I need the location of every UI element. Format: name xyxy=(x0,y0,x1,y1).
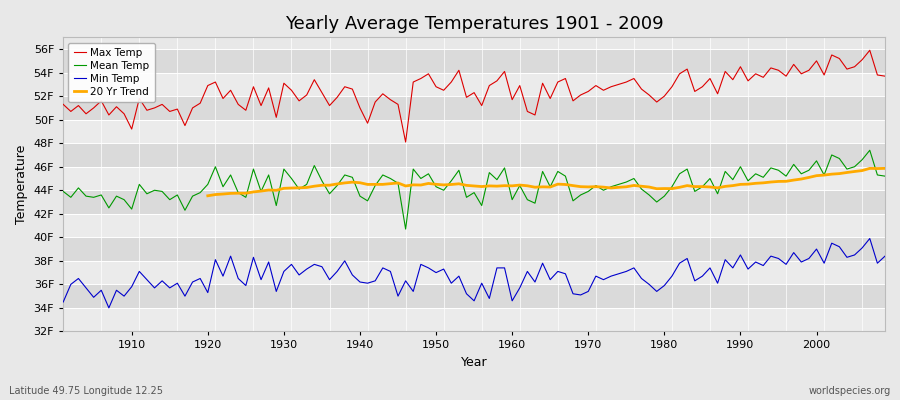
Max Temp xyxy=(119,111,130,116)
Mean Temp xyxy=(879,174,890,178)
Line: Mean Temp: Mean Temp xyxy=(63,150,885,229)
Mean Temp xyxy=(515,183,526,188)
Bar xyxy=(63,261,885,284)
Mean Temp xyxy=(606,184,616,189)
Min Temp xyxy=(879,254,890,258)
Mean Temp xyxy=(400,227,411,232)
Mean Temp xyxy=(58,189,68,194)
Title: Yearly Average Temperatures 1901 - 2009: Yearly Average Temperatures 1901 - 2009 xyxy=(284,15,663,33)
Bar xyxy=(63,214,885,237)
20 Yr Trend xyxy=(202,193,213,198)
Min Temp xyxy=(339,258,350,263)
Text: worldspecies.org: worldspecies.org xyxy=(809,386,891,396)
Bar xyxy=(63,190,885,214)
Min Temp xyxy=(104,306,114,310)
20 Yr Trend xyxy=(766,180,777,184)
Min Temp xyxy=(864,236,875,241)
Line: Max Temp: Max Temp xyxy=(63,50,885,142)
Bar xyxy=(63,308,885,332)
20 Yr Trend xyxy=(864,166,875,171)
Min Temp xyxy=(293,272,304,277)
Max Temp xyxy=(332,95,343,100)
20 Yr Trend xyxy=(408,182,418,187)
Max Temp xyxy=(515,83,526,88)
Mean Temp xyxy=(507,197,517,202)
Mean Temp xyxy=(864,148,875,153)
Bar xyxy=(63,73,885,96)
Min Temp xyxy=(58,300,68,304)
20 Yr Trend xyxy=(293,185,304,190)
Min Temp xyxy=(126,284,137,289)
Line: 20 Yr Trend: 20 Yr Trend xyxy=(208,168,885,196)
Bar xyxy=(63,143,885,167)
Bar xyxy=(63,237,885,261)
Line: Min Temp: Min Temp xyxy=(63,238,885,308)
Max Temp xyxy=(864,48,875,53)
Max Temp xyxy=(507,97,517,102)
20 Yr Trend xyxy=(850,169,860,174)
Mean Temp xyxy=(332,183,343,188)
Max Temp xyxy=(286,88,297,93)
20 Yr Trend xyxy=(879,166,890,171)
Max Temp xyxy=(879,74,890,78)
Max Temp xyxy=(58,102,68,107)
Max Temp xyxy=(606,84,616,89)
Bar xyxy=(63,284,885,308)
Text: Latitude 49.75 Longitude 12.25: Latitude 49.75 Longitude 12.25 xyxy=(9,386,163,396)
Y-axis label: Temperature: Temperature xyxy=(15,145,28,224)
Bar xyxy=(63,96,885,120)
20 Yr Trend xyxy=(780,179,791,184)
Legend: Max Temp, Mean Temp, Min Temp, 20 Yr Trend: Max Temp, Mean Temp, Min Temp, 20 Yr Tre… xyxy=(68,42,155,102)
Mean Temp xyxy=(119,197,130,202)
Bar xyxy=(63,120,885,143)
20 Yr Trend xyxy=(674,185,685,190)
Min Temp xyxy=(606,274,616,278)
Bar xyxy=(63,167,885,190)
Mean Temp xyxy=(286,176,297,181)
Max Temp xyxy=(400,140,411,144)
Bar xyxy=(63,49,885,73)
Min Temp xyxy=(507,298,517,303)
X-axis label: Year: Year xyxy=(461,356,488,369)
Min Temp xyxy=(515,286,526,290)
